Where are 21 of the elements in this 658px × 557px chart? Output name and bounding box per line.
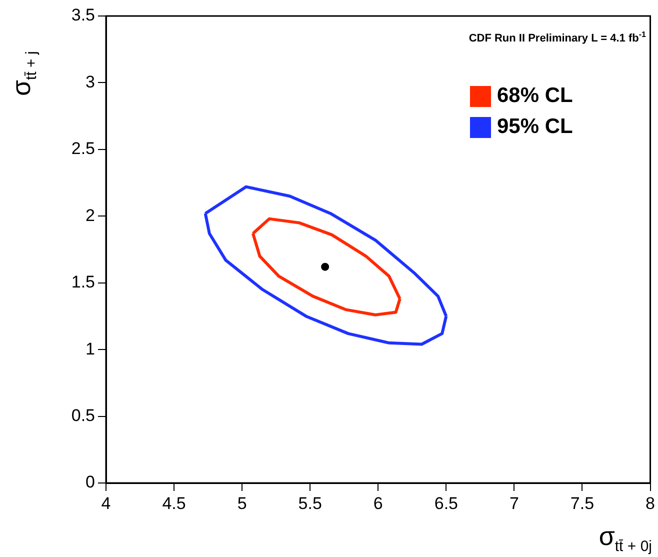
x-tick-label: 7 bbox=[509, 494, 519, 513]
y-tick-label: 0.5 bbox=[71, 406, 95, 425]
x-axis-title: σ$_{tt̄ + 0j}$ bbox=[598, 520, 652, 555]
y-tick-label: 2.5 bbox=[71, 139, 95, 158]
y-tick-label: 1.5 bbox=[71, 272, 95, 292]
y-tick-label: 0 bbox=[86, 472, 95, 492]
x-tick-label: 6.5 bbox=[434, 494, 458, 513]
legend-label: 68% CL bbox=[497, 84, 573, 108]
x-tick-label: 6 bbox=[373, 494, 383, 513]
x-tick-label: 5 bbox=[237, 494, 247, 513]
y-tick-label: 2 bbox=[86, 206, 95, 225]
legend-label: 95% CL bbox=[497, 115, 573, 139]
x-tick-label: 8 bbox=[646, 494, 656, 513]
x-tick-label: 5.5 bbox=[298, 494, 322, 513]
x-tick-label: 7.5 bbox=[570, 494, 594, 513]
x-tick-label: 4 bbox=[101, 494, 111, 513]
x-tick-label: 4.5 bbox=[162, 494, 186, 513]
y-tick-label: 1 bbox=[86, 339, 95, 358]
y-tick-label: 3.5 bbox=[71, 6, 95, 25]
y-tick-label: 3 bbox=[86, 72, 95, 92]
annotation: CDF Run II Preliminary L = 4.1 fb$^{-1}$ bbox=[468, 30, 646, 45]
